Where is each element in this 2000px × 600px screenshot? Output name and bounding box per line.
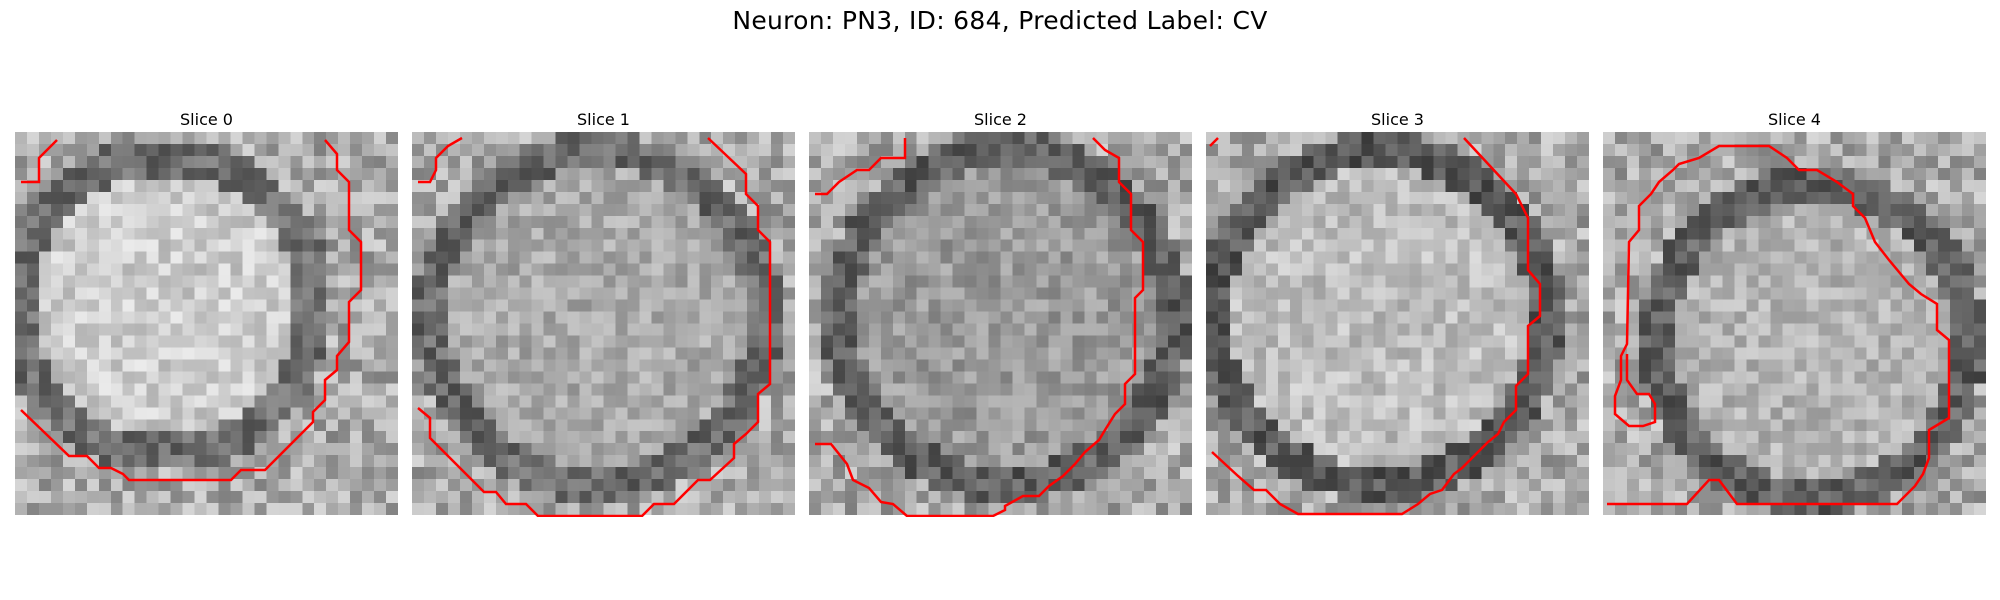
- slice-panel-3: Slice 3: [1206, 108, 1589, 516]
- slice-title: Slice 4: [1768, 110, 1821, 129]
- figure-title: Neuron: PN3, ID: 684, Predicted Label: C…: [732, 6, 1268, 35]
- slice-title: Slice 3: [1371, 110, 1424, 129]
- grayscale-slice-image: [1603, 132, 1986, 515]
- slice-panel-4: Slice 4: [1603, 108, 1986, 515]
- slice-panel-1: Slice 1: [412, 108, 795, 517]
- slice-title: Slice 0: [180, 110, 233, 129]
- grayscale-slice-image: [15, 132, 398, 515]
- grayscale-slice-image: [1206, 132, 1589, 515]
- slice-title: Slice 1: [577, 110, 630, 129]
- grayscale-slice-image: [412, 132, 795, 515]
- grayscale-slice-image: [809, 132, 1192, 515]
- slice-panel-2: Slice 2: [809, 108, 1192, 517]
- slice-title: Slice 2: [974, 110, 1027, 129]
- slice-panel-0: Slice 0: [15, 108, 398, 515]
